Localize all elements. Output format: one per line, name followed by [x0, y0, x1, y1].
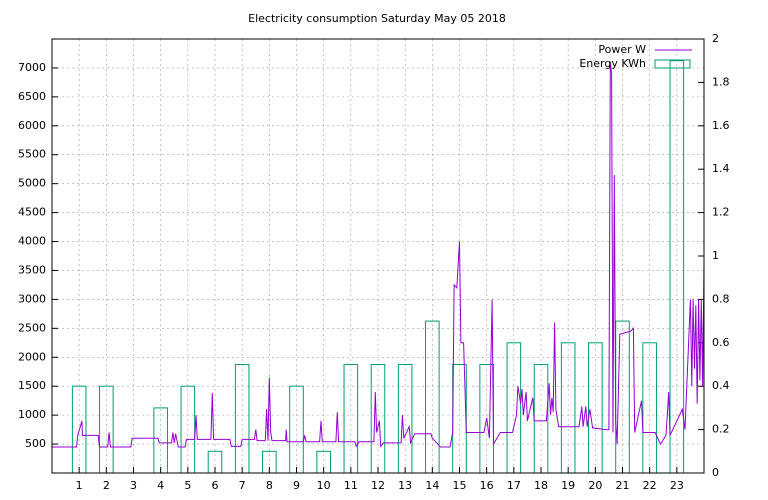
x-tick-label: 14	[425, 479, 439, 492]
x-tick-label: 13	[398, 479, 412, 492]
y2-tick-label: 0	[712, 466, 719, 479]
x-tick-label: 22	[643, 479, 657, 492]
y-tick-label: 5500	[18, 148, 46, 161]
y-tick-label: 4500	[18, 206, 46, 219]
y-tick-label: 2000	[18, 350, 46, 363]
x-tick-label: 11	[344, 479, 358, 492]
y-tick-label: 4000	[18, 235, 46, 248]
x-tick-label: 21	[616, 479, 630, 492]
x-tick-label: 17	[507, 479, 521, 492]
y-tick-label: 3500	[18, 263, 46, 276]
x-tick-label: 20	[588, 479, 602, 492]
x-tick-label: 7	[239, 479, 246, 492]
x-tick-label: 19	[561, 479, 575, 492]
y2-tick-label: 0.6	[712, 336, 730, 349]
y-tick-label: 6500	[18, 90, 46, 103]
x-tick-label: 10	[317, 479, 331, 492]
x-tick-label: 16	[480, 479, 494, 492]
legend-label: Energy KWh	[579, 57, 646, 70]
y2-tick-label: 1.4	[712, 162, 730, 175]
y2-tick-label: 0.8	[712, 292, 730, 305]
x-tick-label: 5	[184, 479, 191, 492]
y-tick-label: 1000	[18, 408, 46, 421]
x-tick-label: 3	[130, 479, 137, 492]
y2-tick-label: 0.4	[712, 379, 730, 392]
y-tick-label: 500	[25, 437, 46, 450]
y2-tick-label: 0.2	[712, 423, 730, 436]
x-tick-label: 4	[157, 479, 164, 492]
x-tick-label: 6	[212, 479, 219, 492]
y-tick-label: 5000	[18, 177, 46, 190]
x-tick-label: 1	[76, 479, 83, 492]
y2-tick-label: 1	[712, 249, 719, 262]
x-tick-label: 12	[371, 479, 385, 492]
y2-tick-label: 2	[712, 32, 719, 45]
x-tick-label: 9	[293, 479, 300, 492]
chart-title: Electricity consumption Saturday May 05 …	[248, 12, 506, 25]
y-tick-label: 1500	[18, 379, 46, 392]
x-tick-label: 23	[670, 479, 684, 492]
plot-border	[51, 38, 705, 474]
x-tick-label: 8	[266, 479, 273, 492]
y-tick-label: 2500	[18, 321, 46, 334]
x-tick-label: 15	[453, 479, 467, 492]
x-tick-label: 2	[103, 479, 110, 492]
y2-tick-label: 1.8	[712, 75, 730, 88]
legend-label: Power W	[598, 43, 646, 56]
power-line	[52, 62, 705, 448]
y2-tick-label: 1.6	[712, 119, 730, 132]
x-tick-label: 18	[534, 479, 548, 492]
y-tick-label: 3000	[18, 292, 46, 305]
y-tick-label: 7000	[18, 61, 46, 74]
y2-tick-label: 1.2	[712, 206, 730, 219]
y-tick-label: 6000	[18, 119, 46, 132]
legend-swatch	[654, 59, 691, 69]
